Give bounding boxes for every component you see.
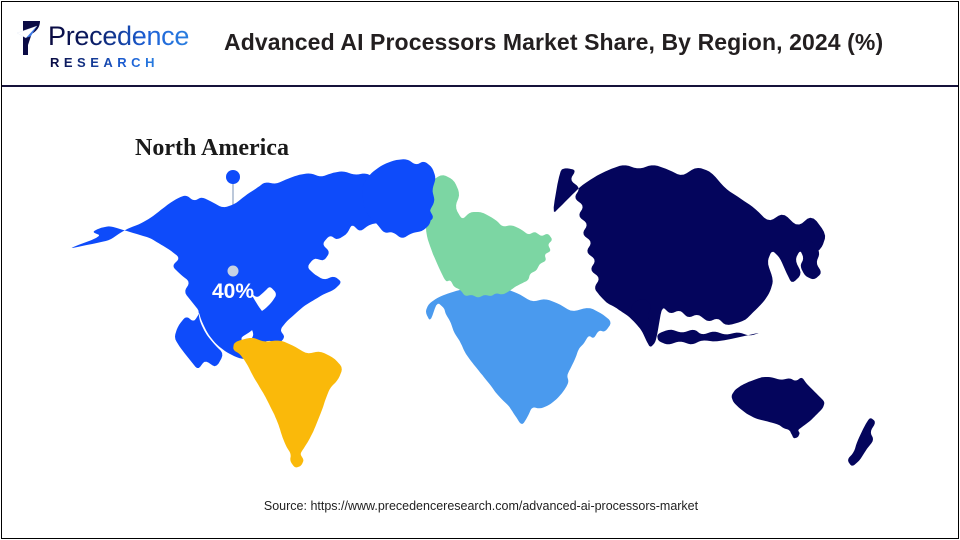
svg-text:40%: 40% [212, 280, 254, 303]
